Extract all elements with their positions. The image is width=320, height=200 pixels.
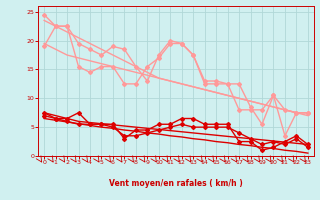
X-axis label: Vent moyen/en rafales ( km/h ): Vent moyen/en rafales ( km/h ) — [109, 179, 243, 188]
